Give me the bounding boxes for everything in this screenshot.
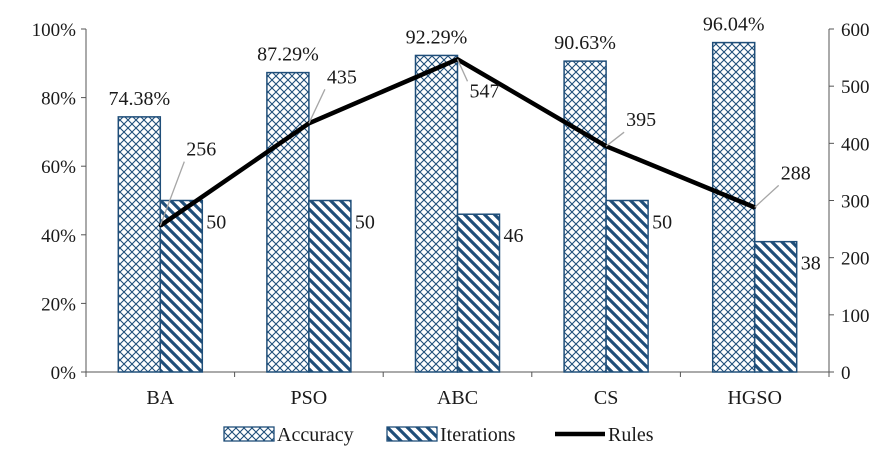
iterations-bar bbox=[605, 199, 649, 373]
rules-leader-line bbox=[754, 184, 780, 208]
x-tick-label: PSO bbox=[291, 387, 328, 409]
accuracy-bar bbox=[711, 41, 756, 373]
y-left-tick-label: 100% bbox=[32, 20, 77, 41]
rules-leader-line bbox=[159, 161, 185, 226]
x-tick-label: BA bbox=[146, 387, 174, 409]
iterations-data-label: 46 bbox=[504, 225, 524, 247]
rules-data-label: 288 bbox=[781, 162, 811, 184]
y-right-tick-label: 300 bbox=[841, 192, 870, 213]
legend-label-accuracy: Accuracy bbox=[277, 424, 354, 446]
x-tick-label: HGSO bbox=[727, 387, 781, 409]
legend-label-rules: Rules bbox=[608, 424, 654, 446]
accuracy-data-label: 90.63% bbox=[554, 32, 616, 54]
y-right-tick-label: 400 bbox=[841, 134, 870, 155]
rules-data-label: 395 bbox=[626, 109, 656, 131]
accuracy-bar bbox=[414, 54, 459, 373]
iterations-data-label: 50 bbox=[206, 212, 226, 234]
iterations-data-label: 38 bbox=[801, 253, 821, 275]
y-right-tick-label: 100 bbox=[841, 306, 870, 327]
rules-leader-line bbox=[456, 59, 469, 82]
rules-data-label: 547 bbox=[470, 80, 500, 102]
y-left-tick-label: 0% bbox=[51, 363, 77, 384]
rules-leader-line bbox=[605, 131, 625, 147]
y-left-tick-label: 20% bbox=[41, 294, 76, 315]
accuracy-data-label: 87.29% bbox=[257, 44, 319, 66]
rules-data-label: 435 bbox=[327, 66, 357, 88]
accuracy-bar bbox=[117, 116, 162, 373]
legend-swatch-iterations bbox=[386, 426, 438, 442]
iterations-bar bbox=[456, 213, 501, 373]
y-right-tick-label: 500 bbox=[841, 77, 870, 98]
accuracy-bar bbox=[563, 60, 607, 373]
iterations-data-label: 50 bbox=[652, 212, 672, 234]
legend-swatch-accuracy bbox=[223, 426, 275, 442]
accuracy-data-label: 92.29% bbox=[406, 26, 468, 48]
iterations-bar bbox=[159, 199, 204, 373]
y-right-tick-label: 0 bbox=[841, 363, 851, 384]
iterations-data-label: 50 bbox=[355, 212, 375, 234]
rules-leader-line bbox=[308, 89, 326, 124]
y-right-tick-label: 600 bbox=[841, 20, 870, 41]
accuracy-data-label: 96.04% bbox=[703, 14, 765, 36]
iterations-bar bbox=[753, 240, 798, 373]
x-tick-label: CS bbox=[594, 387, 618, 409]
accuracy-data-label: 74.38% bbox=[108, 88, 170, 110]
y-left-tick-label: 60% bbox=[41, 157, 76, 178]
rules-data-label: 256 bbox=[186, 139, 216, 161]
accuracy-bar bbox=[266, 71, 310, 373]
y-left-tick-label: 80% bbox=[41, 89, 76, 110]
legend-label-iterations: Iterations bbox=[440, 424, 516, 446]
iterations-bar bbox=[308, 199, 352, 373]
y-left-tick-label: 40% bbox=[41, 226, 76, 247]
y-right-tick-label: 200 bbox=[841, 249, 870, 270]
x-tick-label: ABC bbox=[437, 387, 478, 409]
